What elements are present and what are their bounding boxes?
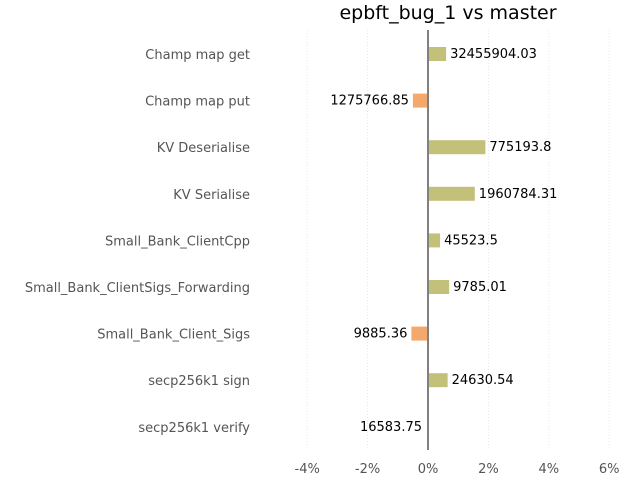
x-tick-label: -2% bbox=[355, 462, 380, 477]
bar bbox=[428, 233, 441, 248]
category-label: secp256k1 sign bbox=[148, 374, 250, 389]
category-label: Champ map get bbox=[145, 48, 250, 63]
chart-title: epbft_bug_1 vs master bbox=[339, 2, 556, 24]
x-tick-label: 4% bbox=[538, 462, 559, 477]
x-tick-layer: -4% -2% 0% 2% 4% 6% bbox=[295, 462, 620, 477]
category-label: Small_Bank_ClientSigs_Forwarding bbox=[25, 281, 250, 296]
bar-layer bbox=[411, 47, 486, 388]
data-label: 9885.36 bbox=[354, 327, 408, 342]
label-layer: Champ map get 32455904.03 Champ map put 127… bbox=[25, 47, 558, 436]
data-label: 1275766.85 bbox=[330, 94, 409, 109]
bar bbox=[428, 140, 486, 155]
bar bbox=[412, 93, 428, 108]
category-label: Small_Bank_ClientCpp bbox=[105, 234, 250, 249]
bar bbox=[428, 280, 450, 294]
data-label: 24630.54 bbox=[452, 373, 514, 388]
bar bbox=[428, 186, 475, 201]
x-tick-label: -4% bbox=[295, 462, 320, 477]
x-tick-label: 0% bbox=[418, 462, 439, 477]
data-label: 775193.8 bbox=[489, 140, 551, 155]
bar bbox=[428, 373, 448, 388]
data-label: 1960784.31 bbox=[479, 187, 558, 202]
bar bbox=[428, 47, 447, 61]
category-label: KV Deserialise bbox=[157, 141, 250, 156]
data-label: 16583.75 bbox=[360, 420, 422, 435]
category-label: Small_Bank_Client_Sigs bbox=[97, 328, 250, 343]
data-label: 32455904.03 bbox=[450, 47, 537, 62]
x-tick-label: 2% bbox=[478, 462, 499, 477]
data-label: 9785.01 bbox=[453, 280, 507, 295]
grid-layer bbox=[306, 30, 610, 450]
category-label: KV Serialise bbox=[173, 188, 250, 203]
category-label: secp256k1 verify bbox=[138, 421, 250, 436]
bar bbox=[411, 326, 428, 341]
data-label: 45523.5 bbox=[444, 233, 498, 248]
x-tick-label: 6% bbox=[599, 462, 620, 477]
category-label: Champ map put bbox=[145, 95, 250, 110]
